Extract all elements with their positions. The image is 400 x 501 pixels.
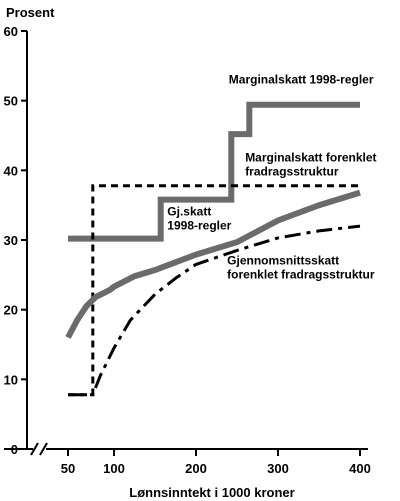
ann-gjskatt-1998: Gj.skatt 1998-regler [167, 205, 231, 233]
series-group [65, 101, 361, 397]
axis-break-mark [39, 442, 48, 456]
ann-marginal-forenklet: Marginalskatt forenklet fradragsstruktur [245, 150, 376, 178]
series-line-gjsnitt-forenklet [68, 224, 361, 397]
y-tick-label: 40 [4, 163, 18, 178]
y-tick-label: 60 [4, 24, 18, 39]
axes: 0 10 20 30 40 50 60 50 100 200 300 400 [4, 24, 371, 476]
series-line-marginal-1998 [68, 101, 360, 242]
x-axis-label: Lønnsinntekt i 1000 kroner [129, 485, 294, 500]
y-tick-label: 50 [4, 94, 18, 109]
y-tick-label: 10 [4, 372, 18, 387]
x-tick-label: 100 [103, 461, 125, 476]
x-tick-label: 50 [61, 461, 75, 476]
x-tick-label: 400 [349, 461, 371, 476]
x-tick-label: 200 [185, 461, 207, 476]
y-tick-label: 0 [11, 442, 18, 457]
x-tick-label: 300 [267, 461, 289, 476]
y-tick-label: 30 [4, 233, 18, 248]
annotations: Marginalskatt 1998-regler Marginalskatt f… [167, 72, 376, 281]
series-line-gjsnitt-1998 [65, 189, 361, 339]
ann-marginal-1998: Marginalskatt 1998-regler [229, 72, 374, 86]
y-axis-label: Prosent [6, 5, 55, 20]
y-tick-label: 20 [4, 303, 18, 318]
axis-break-mark [30, 442, 39, 456]
ann-gjsnitt-forenklet: Gjennomsnittsskatt forenklet fradragsstru… [227, 253, 375, 281]
